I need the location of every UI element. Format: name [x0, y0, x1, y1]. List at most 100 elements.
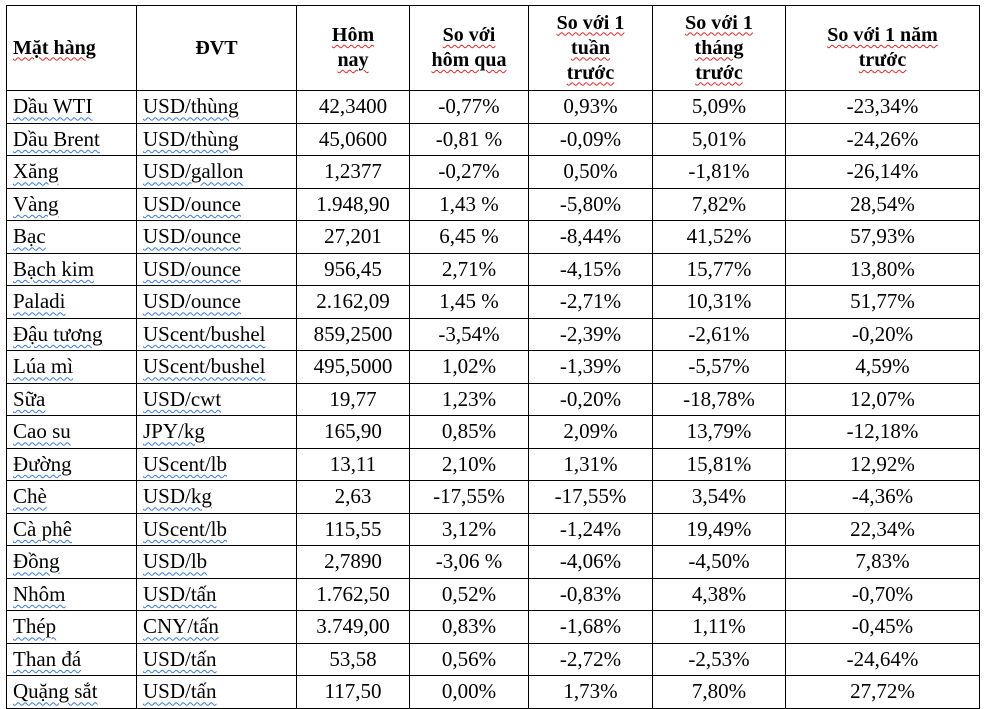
change-vs-year: -0,70% — [785, 577, 980, 611]
change-vs-week: -0,09% — [528, 122, 653, 156]
change-vs-month: -2,61% — [652, 317, 786, 351]
change-vs-year: -26,14% — [785, 155, 980, 189]
change-vs-month: 7,82% — [652, 187, 786, 221]
change-vs-week: -0,83% — [528, 577, 653, 611]
unit-cell: USD/kg — [136, 480, 297, 514]
price-today: 3.749,00 — [296, 610, 410, 644]
header-vs-year: So với 1 năm trước — [785, 5, 980, 91]
change-vs-year: -4,36% — [785, 480, 980, 514]
commodity-name: Cao su — [6, 415, 137, 449]
change-vs-week: -4,15% — [528, 252, 653, 286]
change-vs-year: -0,45% — [785, 610, 980, 644]
change-vs-month: 15,81% — [652, 447, 786, 481]
change-vs-year: 7,83% — [785, 545, 980, 579]
price-today: 2,7890 — [296, 545, 410, 579]
table-row: Đậu tương UScent/bushel 859,2500 -3,54% … — [6, 317, 980, 351]
unit-cell: JPY/kg — [136, 415, 297, 449]
unit-cell: USD/cwt — [136, 382, 297, 416]
change-vs-month: -18,78% — [652, 382, 786, 416]
table-row: Dầu WTI USD/thùng 42,3400 -0,77% 0,93% 5… — [6, 90, 980, 124]
change-vs-yesterday: 0,56% — [409, 642, 529, 676]
commodity-name: Cà phê — [6, 512, 137, 546]
table-row: Vàng USD/ounce 1.948,90 1,43 % -5,80% 7,… — [6, 187, 980, 221]
change-vs-week: -1,68% — [528, 610, 653, 644]
price-today: 956,45 — [296, 252, 410, 286]
change-vs-month: 15,77% — [652, 252, 786, 286]
price-today: 27,201 — [296, 220, 410, 254]
table-row: Chè USD/kg 2,63 -17,55% -17,55% 3,54% -4… — [6, 480, 980, 514]
commodity-name: Xăng — [6, 155, 137, 189]
change-vs-yesterday: 0,00% — [409, 675, 529, 709]
unit-cell: CNY/tấn — [136, 610, 297, 644]
table-body: Dầu WTI USD/thùng 42,3400 -0,77% 0,93% 5… — [6, 90, 980, 709]
unit-cell: USD/ounce — [136, 220, 297, 254]
change-vs-month: 13,79% — [652, 415, 786, 449]
table-row: Cà phê UScent/lb 115,55 3,12% -1,24% 19,… — [6, 512, 980, 546]
table-row: Xăng USD/gallon 1,2377 -0,27% 0,50% -1,8… — [6, 155, 980, 189]
price-today: 1.762,50 — [296, 577, 410, 611]
commodity-name: Vàng — [6, 187, 137, 221]
change-vs-week: -4,06% — [528, 545, 653, 579]
table-row: Paladi USD/ounce 2.162,09 1,45 % -2,71% … — [6, 285, 980, 319]
change-vs-yesterday: -0,81 % — [409, 122, 529, 156]
change-vs-week: -2,39% — [528, 317, 653, 351]
commodity-name: Đồng — [6, 545, 137, 579]
unit-cell: USD/tấn — [136, 642, 297, 676]
price-today: 1.948,90 — [296, 187, 410, 221]
change-vs-yesterday: -17,55% — [409, 480, 529, 514]
change-vs-month: 19,49% — [652, 512, 786, 546]
table-row: Bạc USD/ounce 27,201 6,45 % -8,44% 41,52… — [6, 220, 980, 254]
price-today: 2,63 — [296, 480, 410, 514]
unit-cell: USD/tấn — [136, 577, 297, 611]
change-vs-yesterday: 1,02% — [409, 350, 529, 384]
price-today: 19,77 — [296, 382, 410, 416]
table-row: Thép CNY/tấn 3.749,00 0,83% -1,68% 1,11%… — [6, 610, 980, 644]
change-vs-month: 5,09% — [652, 90, 786, 124]
change-vs-year: 4,59% — [785, 350, 980, 384]
change-vs-month: 7,80% — [652, 675, 786, 709]
commodity-name: Dầu Brent — [6, 122, 137, 156]
change-vs-week: -1,24% — [528, 512, 653, 546]
change-vs-week: -2,72% — [528, 642, 653, 676]
change-vs-yesterday: 1,45 % — [409, 285, 529, 319]
change-vs-month: 5,01% — [652, 122, 786, 156]
unit-cell: USD/ounce — [136, 187, 297, 221]
change-vs-yesterday: 2,71% — [409, 252, 529, 286]
change-vs-yesterday: 0,52% — [409, 577, 529, 611]
commodity-name: Than đá — [6, 642, 137, 676]
change-vs-yesterday: 0,83% — [409, 610, 529, 644]
commodity-name: Lúa mì — [6, 350, 137, 384]
commodity-name: Thép — [6, 610, 137, 644]
unit-cell: UScent/lb — [136, 447, 297, 481]
price-today: 13,11 — [296, 447, 410, 481]
change-vs-week: 1,73% — [528, 675, 653, 709]
change-vs-year: 51,77% — [785, 285, 980, 319]
change-vs-year: 13,80% — [785, 252, 980, 286]
change-vs-week: 1,31% — [528, 447, 653, 481]
change-vs-year: 12,92% — [785, 447, 980, 481]
change-vs-year: -0,20% — [785, 317, 980, 351]
change-vs-year: 27,72% — [785, 675, 980, 709]
change-vs-month: -1,81% — [652, 155, 786, 189]
table-row: Nhôm USD/tấn 1.762,50 0,52% -0,83% 4,38%… — [6, 577, 980, 611]
header-today: Hôm nay — [296, 5, 410, 91]
change-vs-yesterday: 3,12% — [409, 512, 529, 546]
unit-cell: USD/lb — [136, 545, 297, 579]
change-vs-week: -2,71% — [528, 285, 653, 319]
change-vs-month: 3,54% — [652, 480, 786, 514]
change-vs-year: -12,18% — [785, 415, 980, 449]
price-today: 115,55 — [296, 512, 410, 546]
table-row: Đồng USD/lb 2,7890 -3,06 % -4,06% -4,50%… — [6, 545, 980, 579]
change-vs-year: -23,34% — [785, 90, 980, 124]
commodity-price-table: Mặt hàng ĐVT Hôm nay So với hôm qua So với… — [6, 5, 980, 709]
price-today: 45,0600 — [296, 122, 410, 156]
commodity-name: Paladi — [6, 285, 137, 319]
price-today: 165,90 — [296, 415, 410, 449]
change-vs-yesterday: 2,10% — [409, 447, 529, 481]
table-row: Bạch kim USD/ounce 956,45 2,71% -4,15% 1… — [6, 252, 980, 286]
commodity-name: Bạc — [6, 220, 137, 254]
commodity-name: Bạch kim — [6, 252, 137, 286]
commodity-name: Đường — [6, 447, 137, 481]
table-row: Sữa USD/cwt 19,77 1,23% -0,20% -18,78% 1… — [6, 382, 980, 416]
change-vs-month: 41,52% — [652, 220, 786, 254]
